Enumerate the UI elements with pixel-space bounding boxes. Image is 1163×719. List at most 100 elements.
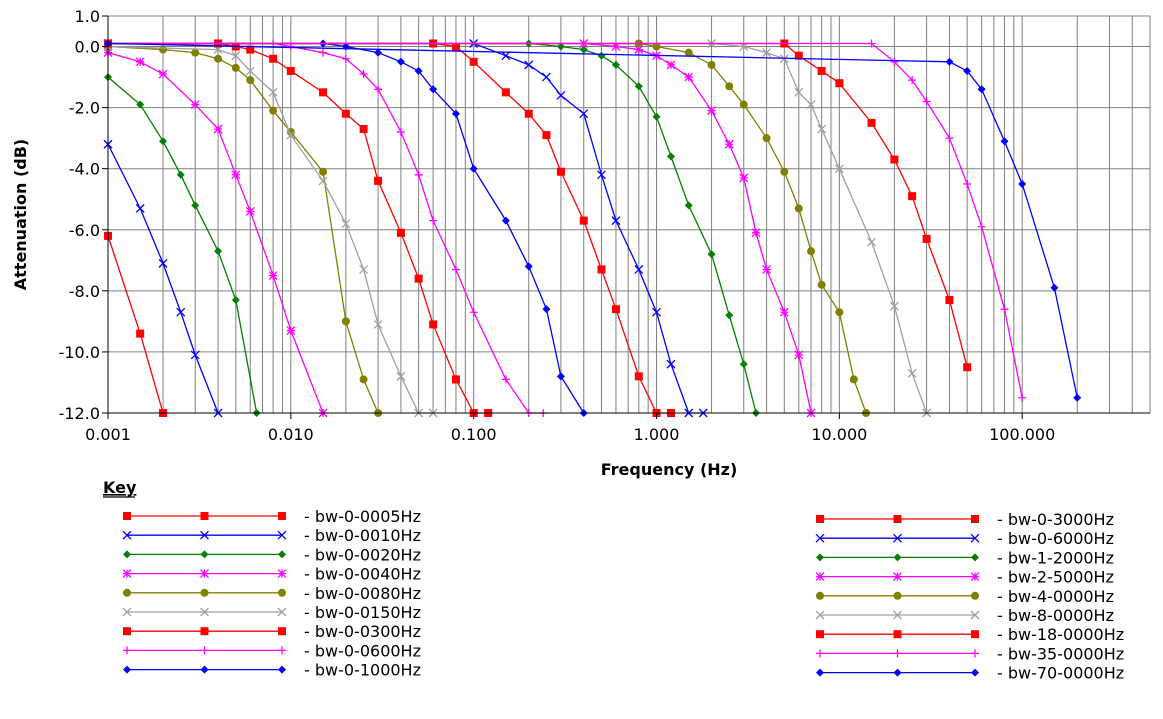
- data-point: [835, 308, 844, 317]
- data-point: [135, 57, 145, 67]
- series-line: [108, 42, 585, 414]
- data-point: [794, 87, 804, 97]
- data-point: [893, 630, 902, 639]
- data-point: [158, 258, 168, 268]
- data-point: [278, 588, 286, 597]
- data-point: [451, 265, 460, 274]
- series-bw-2-5000Hz: [103, 39, 816, 418]
- data-point: [414, 274, 423, 283]
- x-tick-label: 10.000: [811, 425, 867, 444]
- data-point: [123, 512, 131, 520]
- y-tick-label: -4.0: [69, 160, 100, 179]
- data-point: [970, 533, 980, 543]
- x-tick-label: 100.000: [989, 425, 1055, 444]
- data-point: [200, 569, 209, 579]
- data-point: [429, 320, 438, 329]
- data-point: [652, 307, 661, 317]
- legend-label: - bw-0-0040Hz: [304, 565, 421, 584]
- legend-item: - bw-0-0005Hz: [123, 507, 421, 526]
- data-point: [469, 308, 478, 317]
- data-point: [977, 85, 986, 94]
- data-point: [666, 152, 675, 161]
- series-bw-4-0000Hz: [104, 39, 871, 417]
- data-point: [907, 368, 917, 378]
- legend-item: - bw-35-0000Hz: [816, 644, 1124, 663]
- data-point: [318, 176, 328, 186]
- legend-label: - bw-0-0010Hz: [304, 526, 421, 545]
- legend-item: - bw-0-0040Hz: [122, 565, 421, 584]
- data-point: [359, 124, 368, 133]
- data-point: [963, 66, 972, 75]
- y-tick-label: -12.0: [59, 404, 100, 423]
- data-point: [867, 118, 876, 127]
- data-point: [890, 57, 899, 66]
- legend-item: - bw-0-6000Hz: [815, 529, 1114, 548]
- series-bw-0-6000Hz: [103, 39, 708, 418]
- data-point: [597, 265, 606, 274]
- data-point: [501, 51, 511, 61]
- series-line: [108, 42, 489, 414]
- y-tick-label: -6.0: [69, 221, 100, 240]
- data-point: [373, 319, 383, 329]
- data-point: [579, 45, 588, 54]
- data-point: [191, 201, 200, 210]
- data-point: [451, 42, 460, 51]
- data-point: [977, 222, 986, 231]
- data-point: [374, 48, 383, 57]
- data-point: [780, 167, 789, 176]
- data-point: [158, 69, 168, 79]
- legend-item: - bw-0-3000Hz: [816, 510, 1114, 529]
- data-point: [634, 45, 644, 55]
- legend-label: - bw-0-0080Hz: [304, 584, 421, 603]
- legend-item: - bw-4-0000Hz: [816, 587, 1114, 606]
- series-bw-0-0020Hz: [104, 73, 261, 417]
- data-point: [945, 57, 954, 66]
- data-point: [231, 296, 240, 305]
- legend: Key - bw-0-0005Hz- bw-0-0010Hz- bw-0-0020…: [103, 478, 1124, 683]
- data-point: [429, 216, 438, 225]
- data-point: [1000, 137, 1009, 146]
- y-axis-title: Attenuation (dB): [11, 139, 30, 290]
- data-point: [634, 82, 643, 91]
- data-point: [739, 360, 748, 369]
- data-point: [200, 665, 209, 674]
- data-point: [269, 106, 278, 115]
- data-point: [200, 588, 209, 597]
- data-point: [893, 649, 902, 658]
- data-point: [213, 124, 223, 134]
- series-line: [107, 76, 258, 414]
- data-point: [286, 66, 295, 75]
- series-bw-8-0000Hz: [103, 39, 932, 418]
- series-bw-0-0010Hz: [103, 139, 223, 418]
- data-point: [1018, 393, 1027, 402]
- data-point: [725, 82, 734, 91]
- x-tick-label: 0.001: [85, 425, 131, 444]
- data-point: [762, 265, 772, 274]
- data-point: [123, 665, 131, 674]
- data-point: [501, 375, 510, 384]
- data-point: [908, 192, 917, 201]
- data-point: [684, 72, 694, 82]
- legend-item: - bw-0-1000Hz: [123, 661, 421, 680]
- legend-label: - bw-0-0150Hz: [304, 603, 421, 622]
- legend-label: - bw-4-0000Hz: [997, 587, 1114, 606]
- data-point: [176, 170, 185, 179]
- data-point: [200, 512, 209, 520]
- legend-label: - bw-0-3000Hz: [997, 510, 1114, 529]
- data-point: [971, 630, 979, 639]
- data-point: [893, 515, 902, 523]
- series-line: [108, 42, 1023, 398]
- data-point: [524, 60, 534, 70]
- data-point: [190, 100, 200, 110]
- legend-item: - bw-8-0000Hz: [815, 606, 1114, 625]
- data-point: [396, 128, 405, 137]
- data-point: [1073, 393, 1082, 402]
- legend-item: - bw-0-0300Hz: [123, 622, 421, 641]
- data-point: [122, 530, 132, 540]
- data-point: [725, 311, 734, 320]
- legend-title: Key: [103, 478, 137, 497]
- legend-label: - bw-70-0000Hz: [997, 664, 1124, 683]
- data-point: [963, 179, 972, 188]
- data-point: [246, 76, 255, 85]
- data-point: [359, 375, 368, 384]
